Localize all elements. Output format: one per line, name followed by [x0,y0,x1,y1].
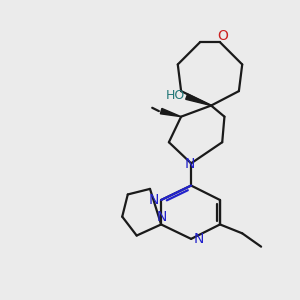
Polygon shape [160,108,181,117]
Text: O: O [217,28,228,43]
Text: N: N [194,232,204,246]
Text: HO: HO [166,89,185,102]
Text: N: N [148,193,158,207]
Text: N: N [157,210,167,224]
Text: N: N [185,158,195,171]
Polygon shape [186,94,211,106]
